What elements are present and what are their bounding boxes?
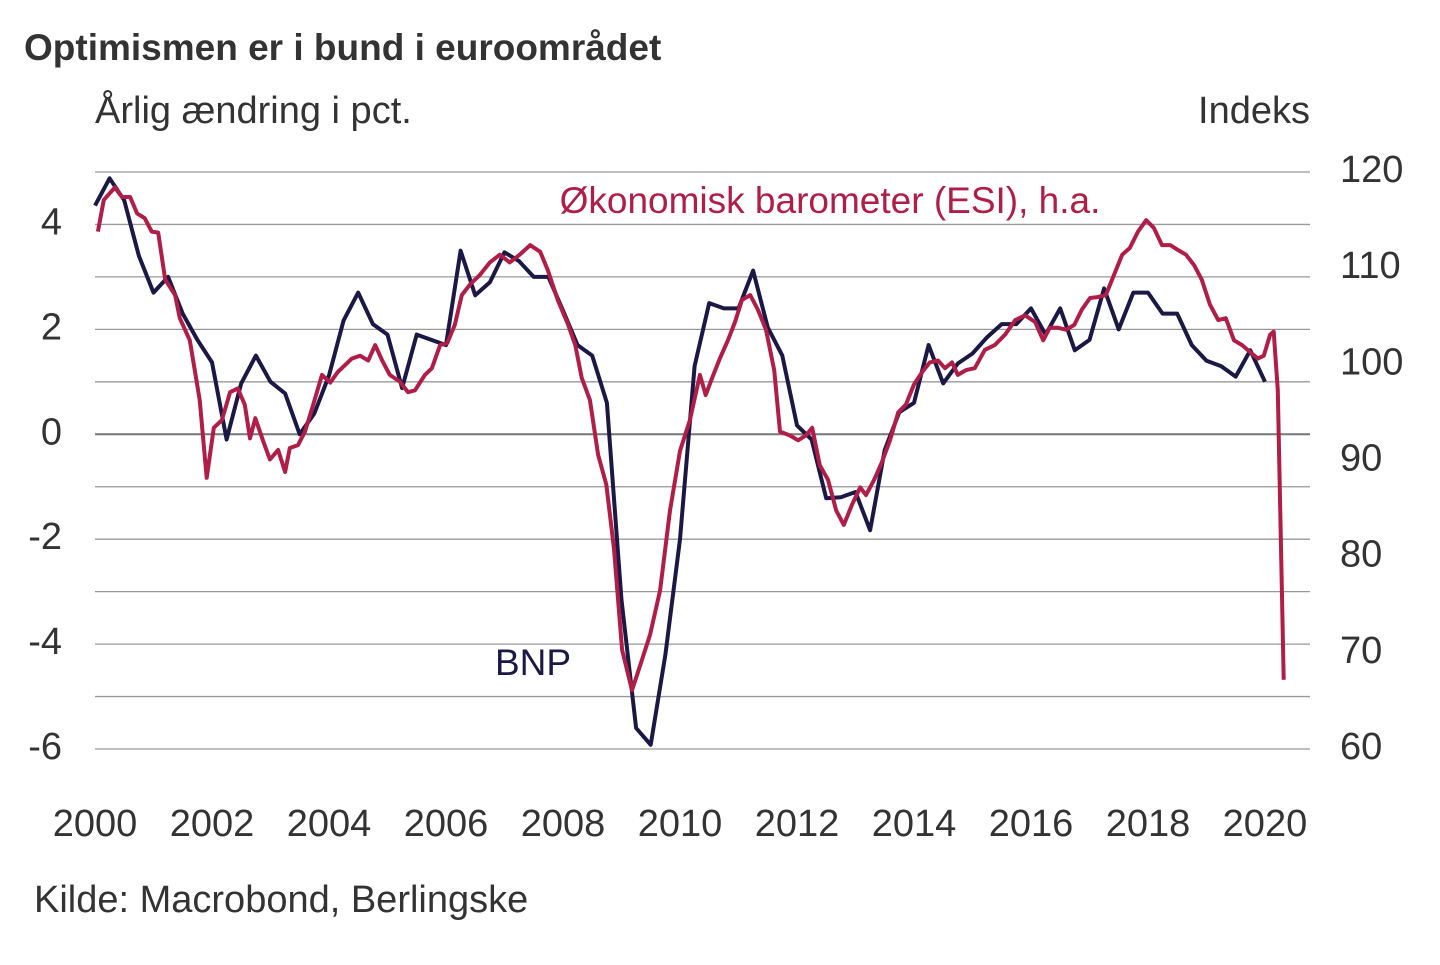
y2-axis-label: Indeks <box>1198 90 1310 132</box>
x-tick-label: 2006 <box>404 803 489 845</box>
y2-tick-label: 110 <box>1340 245 1401 287</box>
y-tick-label: -4 <box>28 621 62 663</box>
x-tick-label: 2012 <box>755 803 840 845</box>
x-tick-label: 2004 <box>287 803 372 845</box>
y2-tick-label: 60 <box>1340 726 1382 768</box>
x-tick-label: 2000 <box>53 803 138 845</box>
x-tick-label: 2018 <box>1106 803 1191 845</box>
chart-title: Optimismen er i bund i euroområdet <box>24 27 661 68</box>
y-axis-label: Årlig ændring i pct. <box>95 88 412 132</box>
x-tick-label: 2014 <box>872 803 957 845</box>
y2-tick-label: 80 <box>1340 534 1382 576</box>
y2-tick-label: 70 <box>1340 630 1382 672</box>
x-tick-label: 2020 <box>1223 803 1308 845</box>
source: Kilde: Macrobond, Berlingske <box>34 879 528 921</box>
x-tick-label: 2010 <box>638 803 723 845</box>
y-tick-label: 4 <box>41 201 62 243</box>
x-tick-label: 2008 <box>521 803 606 845</box>
y-tick-label: 0 <box>41 411 62 453</box>
series-label: Økonomisk barometer (ESI), h.a. <box>560 180 1101 221</box>
y-tick-label: 2 <box>41 306 62 348</box>
y-tick-label: -2 <box>28 516 62 558</box>
line-series <box>93 176 1267 747</box>
x-tick-label: 2002 <box>170 803 255 845</box>
y2-tick-label: 100 <box>1340 341 1403 383</box>
y-tick-label: -6 <box>28 726 62 768</box>
series-label: BNP <box>495 642 571 683</box>
y2-tick-label: 120 <box>1340 149 1403 191</box>
x-tick-label: 2016 <box>989 803 1074 845</box>
line-series <box>95 185 1286 693</box>
y2-tick-label: 90 <box>1340 438 1382 480</box>
